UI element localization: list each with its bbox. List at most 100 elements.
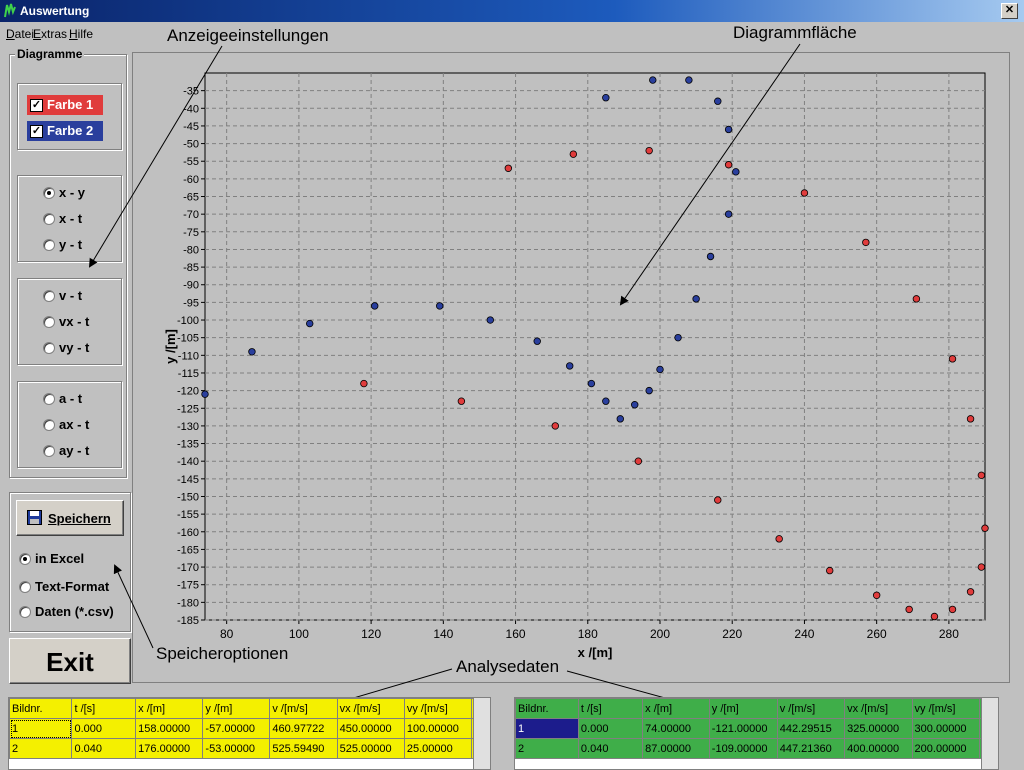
column-header[interactable]: x /[m] <box>135 698 204 719</box>
table-cell[interactable]: -53.00000 <box>202 738 271 759</box>
x-tick-label: 280 <box>939 627 959 641</box>
save-button[interactable]: Speichern <box>16 500 124 536</box>
data-point-series-2 <box>631 401 639 409</box>
y-tick-label: -70 <box>183 209 199 221</box>
table-cell[interactable]: 87.00000 <box>642 738 710 759</box>
data-point-series-2 <box>714 97 722 105</box>
table-cell[interactable]: 460.97722 <box>269 718 338 739</box>
table-cell[interactable]: 442.29515 <box>776 718 846 739</box>
radio-icon <box>43 213 55 225</box>
table-cell[interactable]: 176.00000 <box>135 738 204 759</box>
table-cell[interactable]: 300.00000 <box>911 718 980 739</box>
table-row[interactable]: 2 0.040 87.00000 -109.00000 447.21360 400.000… <box>515 738 998 759</box>
y-tick-label: -85 <box>183 262 199 274</box>
diagramme-legend: Diagramme <box>15 47 85 61</box>
column-header[interactable]: Bildnr. <box>515 698 579 719</box>
column-header[interactable]: y /[m] <box>202 698 271 719</box>
table-cell[interactable]: 2 <box>9 738 73 759</box>
column-header[interactable]: v /[m/s] <box>776 698 846 719</box>
table-cell[interactable]: 100.00000 <box>403 718 473 739</box>
data-point-series-1 <box>724 161 733 169</box>
column-header[interactable]: x /[m] <box>642 698 710 719</box>
radio-selected-icon <box>43 187 55 199</box>
table-cell[interactable]: 400.00000 <box>844 738 913 759</box>
column-header[interactable]: v /[m/s] <box>269 698 338 719</box>
table-cell[interactable]: 325.00000 <box>844 718 913 739</box>
table-cell[interactable]: 0.000 <box>577 718 644 739</box>
y-tick-label: -165 <box>177 544 199 556</box>
exit-label: Exit <box>46 647 94 677</box>
table-cell[interactable]: 1 <box>515 718 579 739</box>
table-cell[interactable]: 525.59490 <box>269 738 338 759</box>
table-cell[interactable]: 2 <box>515 738 579 759</box>
exit-button[interactable]: Exit <box>9 638 131 684</box>
close-button[interactable]: ✕ <box>1001 3 1018 19</box>
table2-scrollbar[interactable] <box>981 698 998 769</box>
table-row[interactable]: 1 0.000 158.00000 -57.00000 460.97722 450.000… <box>9 718 490 739</box>
menu-bar: Datei Extras Hilfe <box>0 24 1024 42</box>
x-tick-label: 260 <box>867 627 887 641</box>
analysis-table-color1[interactable]: Bildnr. t /[s] x /[m] y /[m] v /[m/s] vx /[m/… <box>8 697 491 770</box>
table-cell[interactable]: 1 <box>9 718 73 739</box>
data-point-series-1 <box>634 457 643 465</box>
table-header-row: Bildnr. t /[s] x /[m] y /[m] v /[m/s] vx /[m/… <box>9 698 490 719</box>
x-tick-label: 180 <box>578 627 598 641</box>
y-tick-label: -40 <box>183 103 199 115</box>
table-cell[interactable]: -57.00000 <box>202 718 271 739</box>
data-point-series-1 <box>948 355 957 363</box>
table-cell[interactable]: 158.00000 <box>135 718 204 739</box>
table-cell[interactable]: 0.040 <box>71 738 137 759</box>
data-point-series-1 <box>905 605 913 614</box>
y-tick-label: -75 <box>183 227 199 239</box>
x-tick-label: 160 <box>506 627 526 641</box>
table-cell[interactable]: 450.00000 <box>336 718 405 739</box>
table-cell[interactable]: 447.21360 <box>776 738 846 759</box>
table-cell[interactable]: 0.040 <box>577 738 644 759</box>
radio-icon <box>43 290 55 302</box>
table-header-row: Bildnr. t /[s] x /[m] y /[m] v /[m/s] vx /[m/… <box>515 698 998 719</box>
data-point-series-1 <box>551 422 559 430</box>
column-header[interactable]: vy /[m/s] <box>911 698 980 719</box>
column-header[interactable]: vy /[m/s] <box>403 698 473 719</box>
table-row[interactable]: 1 0.000 74.00000 -121.00000 442.29515 325.000… <box>515 718 998 739</box>
plot-frame <box>204 72 986 621</box>
table-cell[interactable]: 25.00000 <box>403 738 473 759</box>
data-point-series-1 <box>966 588 975 596</box>
table-cell[interactable]: 0.000 <box>71 718 137 739</box>
table-cell[interactable]: -121.00000 <box>708 718 778 739</box>
data-point-series-1 <box>912 295 921 303</box>
chart-area[interactable]: 80 100 120 140 160 180 200 220 240 260 280 -35 -40 -4… <box>132 52 1010 683</box>
radio-icon <box>19 581 31 593</box>
farbe2-checkbox[interactable]: ✓ Farbe 2 <box>27 121 103 141</box>
data-point-series-2 <box>674 333 682 342</box>
column-header[interactable]: vx /[m/s] <box>844 698 913 719</box>
data-point-series-2 <box>724 210 733 218</box>
menu-extras[interactable]: Extras <box>33 27 68 41</box>
table-cell[interactable]: 200.00000 <box>911 738 980 759</box>
column-header[interactable]: t /[s] <box>577 698 644 719</box>
column-header[interactable]: Bildnr. <box>9 698 73 719</box>
farbe1-checkbox[interactable]: ✓ Farbe 1 <box>27 95 103 115</box>
annotation-speicheroptionen: Speicheroptionen <box>156 644 289 663</box>
menu-hilfe[interactable]: Hilfe <box>69 27 94 41</box>
y-tick-label: -170 <box>177 562 199 574</box>
data-point-series-1 <box>826 566 834 575</box>
column-header[interactable]: vx /[m/s] <box>336 698 405 719</box>
data-point-series-2 <box>685 76 693 84</box>
table1-scrollbar[interactable] <box>473 698 490 769</box>
table-row[interactable]: 2 0.040 176.00000 -53.00000 525.59490 525.000… <box>9 738 490 759</box>
check-icon: ✓ <box>30 99 43 112</box>
column-header[interactable]: y /[m] <box>708 698 778 719</box>
menu-datei[interactable]: Datei <box>6 27 35 41</box>
data-point-series-1 <box>948 605 957 614</box>
annotation-anzeigeeinstellungen: Anzeigeeinstellungen <box>167 26 329 45</box>
y-tick-label: -175 <box>177 580 199 592</box>
data-point-series-2 <box>645 386 653 395</box>
table-cell[interactable]: 74.00000 <box>642 718 710 739</box>
radio-icon <box>19 606 31 618</box>
column-header[interactable]: t /[s] <box>71 698 137 719</box>
table-cell[interactable]: -109.00000 <box>708 738 778 759</box>
analysis-table-color2[interactable]: Bildnr. t /[s] x /[m] y /[m] v /[m/s] vx /[m/… <box>514 697 999 770</box>
table-cell[interactable]: 525.00000 <box>336 738 405 759</box>
y-tick-label: -95 <box>183 297 199 309</box>
